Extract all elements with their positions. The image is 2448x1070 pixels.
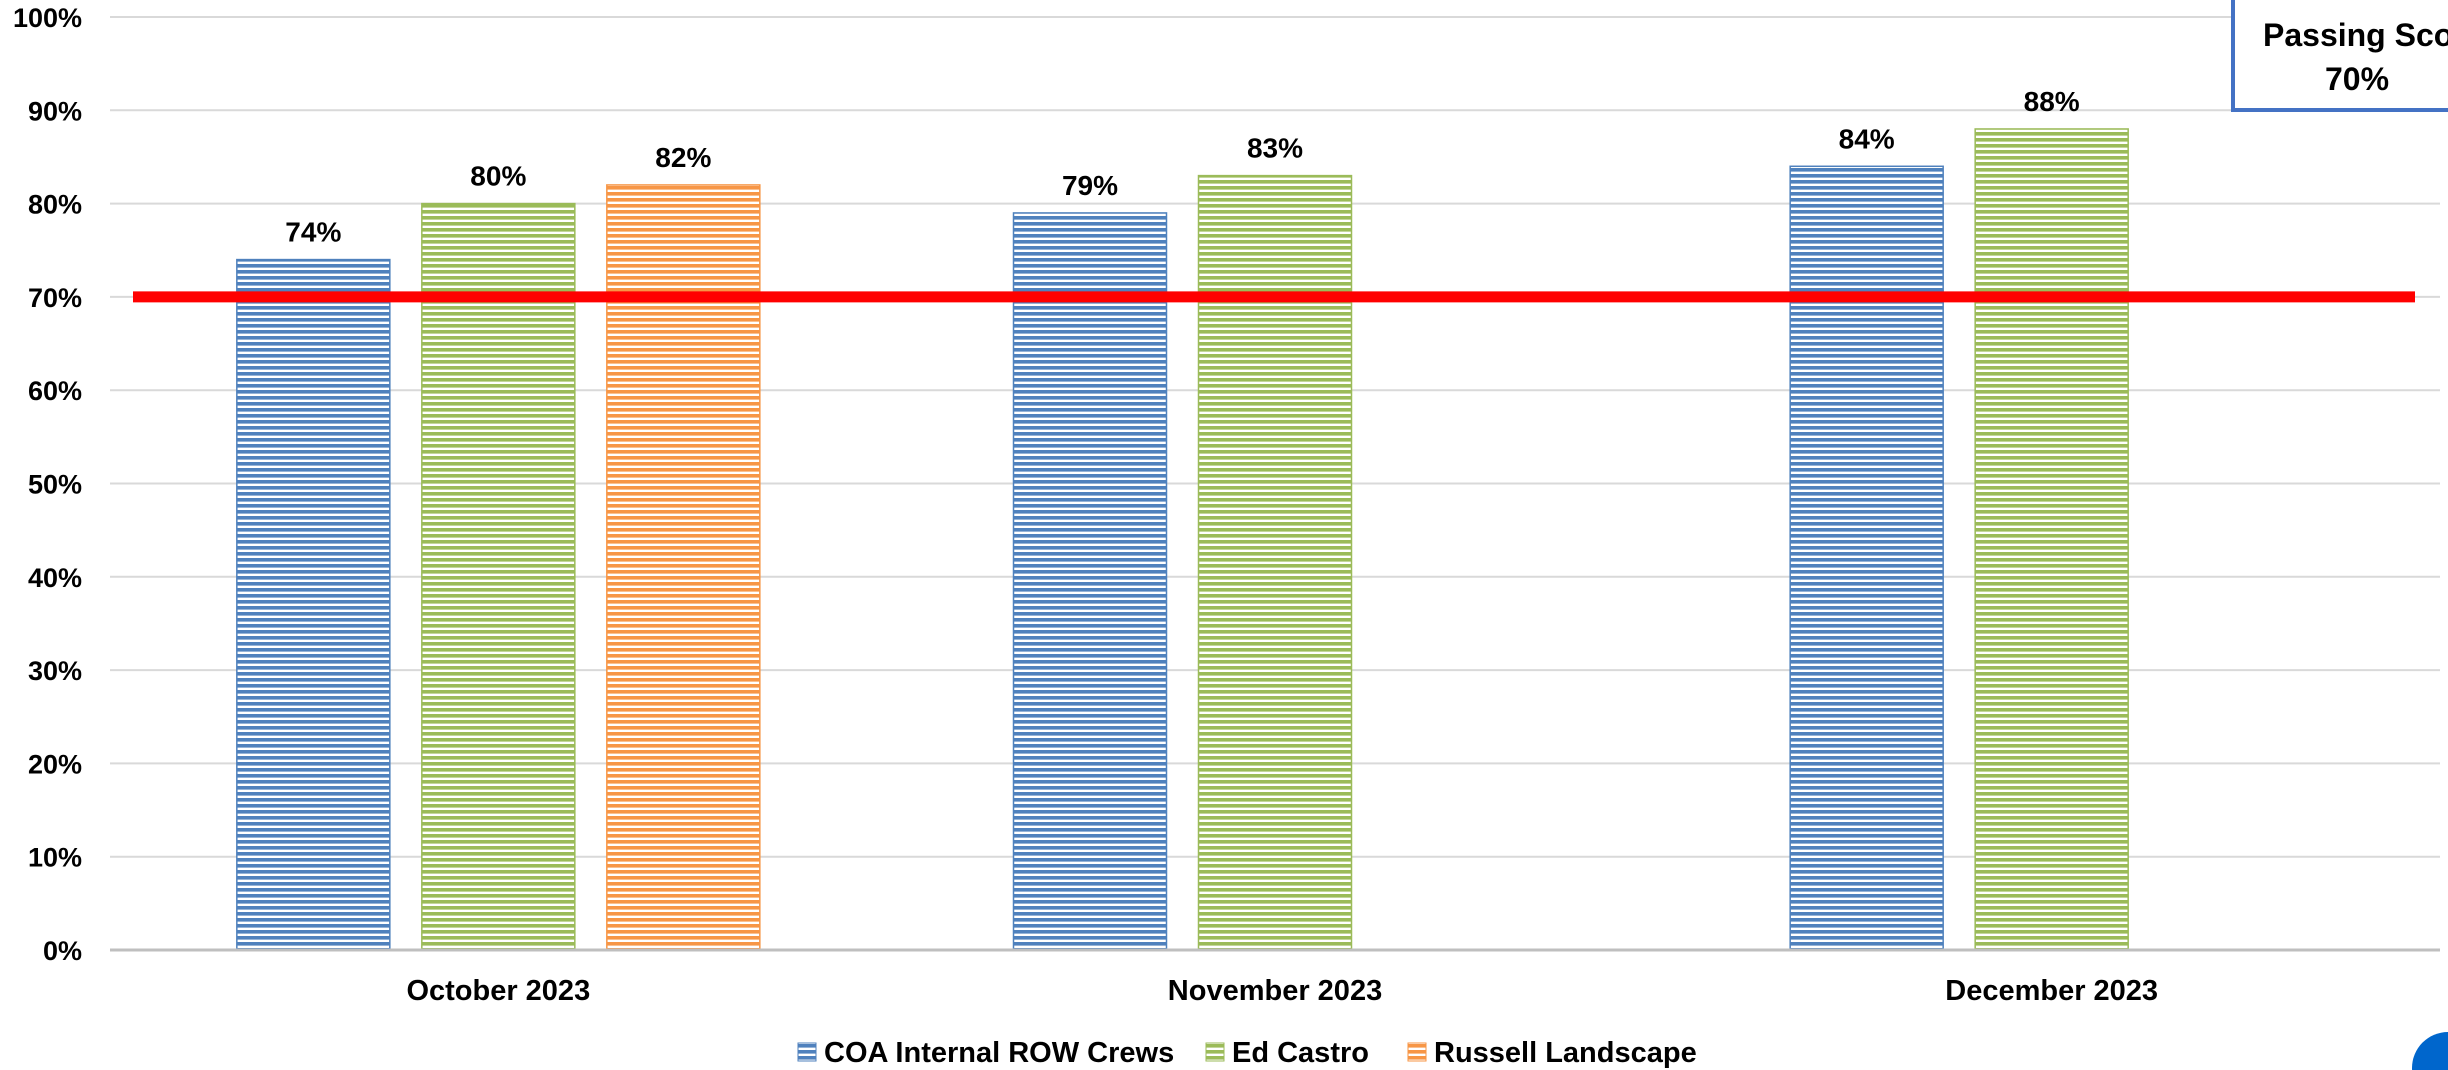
x-axis-categories: October 2023 November 2023 December 2023 bbox=[406, 975, 2158, 1007]
y-tick-label: 50% bbox=[28, 470, 82, 500]
passing-score-value: 70% bbox=[2325, 61, 2389, 97]
bar bbox=[236, 258, 391, 951]
bar bbox=[1789, 165, 1944, 951]
bar bbox=[421, 202, 576, 951]
x-category-label: December 2023 bbox=[1945, 975, 2158, 1007]
bar bbox=[606, 184, 761, 951]
legend: COA Internal ROW Crews Ed Castro Russell L… bbox=[797, 1037, 1697, 1069]
legend-swatch bbox=[797, 1042, 817, 1062]
legend-label: Russell Landscape bbox=[1434, 1037, 1697, 1069]
y-tick-label: 30% bbox=[28, 656, 82, 686]
data-label: 82% bbox=[655, 142, 711, 173]
data-labels: 74% 80% 82% 79% 83% 84% 88% bbox=[285, 86, 2079, 248]
legend-swatch bbox=[1407, 1042, 1427, 1062]
x-category-label: October 2023 bbox=[406, 975, 590, 1007]
y-tick-label: 10% bbox=[28, 843, 82, 873]
data-label: 79% bbox=[1062, 170, 1118, 201]
corner-badge bbox=[2412, 1032, 2448, 1070]
legend-label: Ed Castro bbox=[1232, 1037, 1369, 1069]
y-tick-label: 0% bbox=[43, 936, 82, 966]
bar bbox=[1012, 212, 1168, 951]
y-tick-label: 90% bbox=[28, 96, 82, 126]
y-tick-label: 20% bbox=[28, 749, 82, 779]
bar bbox=[1197, 174, 1353, 951]
y-tick-label: 100% bbox=[13, 3, 82, 33]
data-label: 80% bbox=[470, 161, 526, 192]
passing-score-box: Passing Scor 70% bbox=[2231, 0, 2448, 112]
data-label: 74% bbox=[285, 217, 341, 248]
y-tick-label: 80% bbox=[28, 190, 82, 220]
data-label: 83% bbox=[1247, 133, 1303, 164]
passing-score-title: Passing Scor bbox=[2263, 17, 2448, 53]
passing-score-box-border bbox=[2231, 0, 2448, 112]
y-tick-label: 60% bbox=[28, 376, 82, 406]
legend-label: COA Internal ROW Crews bbox=[824, 1037, 1174, 1069]
y-tick-label: 40% bbox=[28, 563, 82, 593]
bar bbox=[1974, 128, 2129, 951]
y-tick-label: 70% bbox=[28, 283, 82, 313]
bars bbox=[236, 128, 2129, 951]
data-label: 84% bbox=[1839, 123, 1895, 154]
legend-swatch bbox=[1205, 1042, 1225, 1062]
y-axis-ticks: 0% 10% 20% 30% 40% 50% 60% 70% 80% 90% 100% bbox=[13, 3, 82, 966]
data-label: 88% bbox=[2024, 86, 2080, 117]
x-category-label: November 2023 bbox=[1168, 975, 1382, 1007]
